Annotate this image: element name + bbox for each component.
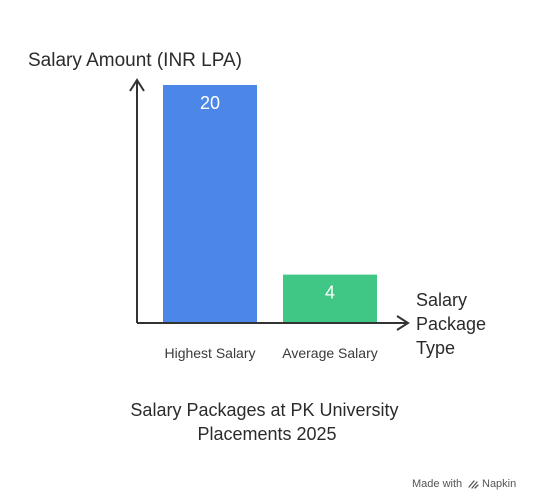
napkin-icon bbox=[468, 480, 479, 489]
bars-group: 20 Highest Salary 4 Average Salary bbox=[163, 85, 378, 361]
y-axis-label: Salary Amount (INR LPA) bbox=[28, 50, 242, 71]
bar-1 bbox=[163, 85, 257, 322]
x-axis-label-line-2: Package bbox=[416, 314, 486, 334]
y-axis-arrowhead bbox=[129, 78, 145, 92]
bar-value-label-1: 20 bbox=[200, 93, 220, 113]
x-axis-label-line-1: Salary bbox=[416, 290, 467, 310]
chart-title-line-2: Placements 2025 bbox=[197, 424, 336, 444]
footer-watermark: Made with Napkin bbox=[412, 478, 516, 490]
x-tick-label-1: Highest Salary bbox=[164, 345, 255, 361]
bar-2 bbox=[283, 274, 377, 322]
napkin-brand-text: Napkin bbox=[482, 478, 516, 490]
axes bbox=[129, 78, 410, 331]
chart-title-line-1: Salary Packages at PK University bbox=[130, 400, 398, 420]
chart-title: Salary Packages at PK University Placeme… bbox=[130, 400, 403, 444]
made-with-text: Made with bbox=[412, 478, 462, 490]
x-axis-arrowhead bbox=[396, 315, 410, 331]
bar-value-label-2: 4 bbox=[325, 283, 335, 303]
x-tick-label-2: Average Salary bbox=[282, 345, 377, 361]
x-axis-label: Salary Package Type bbox=[416, 290, 491, 358]
x-axis-label-line-3: Type bbox=[416, 338, 455, 358]
